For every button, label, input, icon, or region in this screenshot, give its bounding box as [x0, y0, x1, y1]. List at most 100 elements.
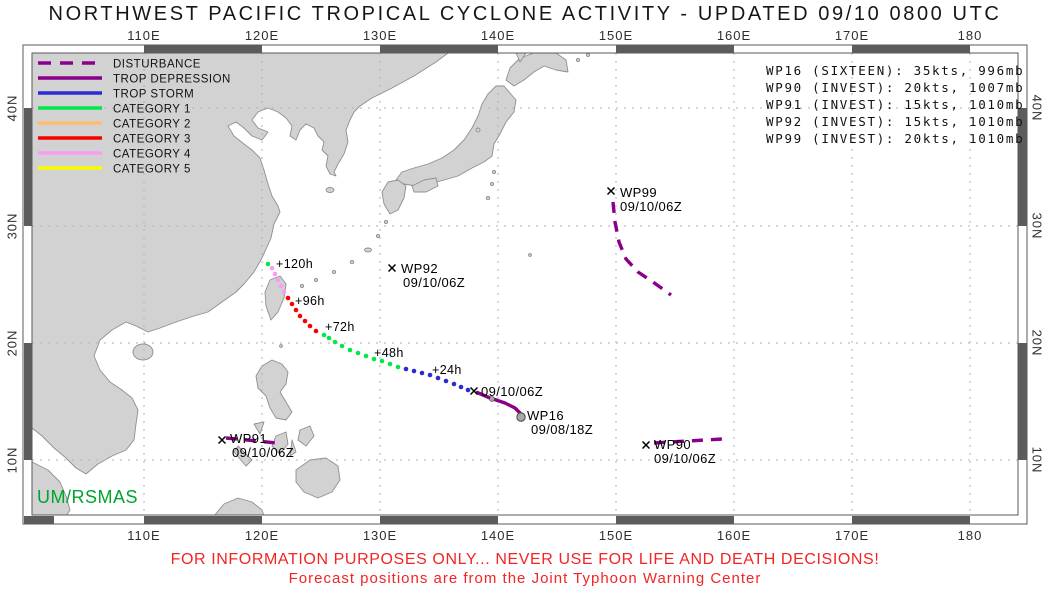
- legend-label: CATEGORY 4: [113, 149, 191, 161]
- position-marker-x: [606, 186, 616, 196]
- forecast-dot-cat4: [275, 277, 281, 283]
- forecast-dot-cat1: [371, 356, 377, 362]
- x-axis-label: 160E: [716, 528, 752, 543]
- forecast-dot-cat1: [355, 350, 361, 356]
- x-axis-label: 140E: [480, 28, 516, 43]
- frame-segment: [616, 516, 734, 524]
- y-axis-label: 10N: [1029, 446, 1045, 474]
- storm-label-wp16: 09/10/06Z: [481, 384, 543, 399]
- forecast-time-label: +120h: [276, 257, 313, 271]
- forecast-dot-trop_storm: [451, 381, 457, 387]
- legend-label: DISTURBANCE: [113, 59, 201, 71]
- frame-segment: [24, 343, 32, 460]
- forecast-dot-cat1: [363, 353, 369, 359]
- storm-label-wp90: WP90: [654, 437, 691, 452]
- x-axis-label: 130E: [362, 528, 398, 543]
- land-luzon: [255, 359, 293, 421]
- legend-label: CATEGORY 5: [113, 164, 191, 176]
- forecast-dot-cat1: [395, 364, 401, 370]
- forecast-dot-cat3: [289, 301, 295, 307]
- forecast-dot-trop_storm: [435, 375, 441, 381]
- land-izu-island: [489, 181, 495, 187]
- land-izu-island: [485, 195, 491, 201]
- track-wp99: [611, 201, 672, 297]
- watermark: UM/RSMAS: [37, 487, 139, 507]
- y-axis-label: 40N: [4, 94, 20, 122]
- land-palawan: [233, 445, 253, 467]
- land-ryukyu-island: [375, 233, 381, 239]
- track-point-dot: [489, 396, 495, 402]
- legend-label: TROP STORM: [113, 89, 194, 101]
- x-axis-label: 150E: [598, 28, 634, 43]
- forecast-time-label: +48h: [374, 346, 404, 360]
- legend-label: CATEGORY 2: [113, 119, 191, 131]
- forecast-dot-cat4: [278, 283, 284, 289]
- frame-segment: [24, 108, 32, 226]
- genesis-circle: [516, 412, 526, 422]
- storm-label-wp91: WP91: [230, 431, 267, 446]
- x-axis-label: 170E: [834, 28, 870, 43]
- legend-label: CATEGORY 1: [113, 104, 191, 116]
- storm-label-wp92: WP92: [401, 261, 438, 276]
- source-line: Forecast positions are from the Joint Ty…: [288, 570, 762, 587]
- disclaimer-line: FOR INFORMATION PURPOSES ONLY... NEVER U…: [170, 551, 880, 568]
- x-axis-label: 180: [957, 28, 983, 43]
- frame-segment: [144, 45, 262, 53]
- land-izu-island: [491, 169, 497, 175]
- land-indochina-south: [32, 461, 71, 515]
- position-marker-x: [641, 440, 651, 450]
- x-axis-label: 170E: [834, 528, 870, 543]
- frame-segment: [1018, 108, 1027, 226]
- x-axis-label: 180: [957, 528, 983, 543]
- forecast-dot-cat1: [339, 343, 345, 349]
- forecast-dot-cat3: [302, 318, 308, 324]
- page-title: NORTHWEST PACIFIC TROPICAL CYCLONE ACTIV…: [48, 3, 1002, 25]
- y-axis-label: 30N: [4, 212, 20, 240]
- forecast-time-label: +24h: [432, 363, 462, 377]
- x-axis-label: 110E: [127, 528, 161, 543]
- frame-segment: [144, 516, 262, 524]
- storm-info-line: WP92 (INVEST): 15kts, 1010mb: [766, 114, 1025, 129]
- storm-intensity-list: WP16 (SIXTEEN): 35kts, 996mb WP90 (INVEST…: [766, 62, 1024, 147]
- forecast-dot-cat4: [281, 289, 287, 295]
- forecast-dot-cat1: [265, 261, 271, 267]
- forecast-dot-trop_storm: [403, 366, 409, 372]
- land-sado: [475, 127, 481, 133]
- forecast-dot-cat1: [387, 361, 393, 367]
- land-jeju: [325, 187, 335, 193]
- forecast-dot-cat3: [307, 323, 313, 329]
- legend-label: TROP DEPRESSION: [113, 74, 231, 86]
- forecast-dot-trop_storm: [419, 370, 425, 376]
- forecast-dot-trop_storm: [411, 368, 417, 374]
- x-axis-label: 150E: [598, 528, 634, 543]
- land-kuril-island: [575, 57, 581, 63]
- y-axis-label: 30N: [1029, 212, 1045, 240]
- land-kuril-island: [585, 53, 591, 58]
- legend: DISTURBANCE TROP DEPRESSION TROP STORM CATE…: [38, 59, 231, 176]
- frame-segment: [1018, 343, 1027, 460]
- frame-segment: [24, 516, 54, 524]
- track-wp91: [225, 436, 278, 445]
- storm-label-wp99: WP99: [620, 185, 657, 200]
- land-mindoro: [253, 421, 265, 435]
- storm-label-wp16: 09/08/18Z: [531, 422, 593, 437]
- y-axis-label: 20N: [4, 329, 20, 357]
- storm-label-wp90: 09/10/06Z: [654, 451, 716, 466]
- x-axis-label: 160E: [716, 28, 752, 43]
- x-axis-label: 110E: [127, 28, 161, 43]
- position-marker-x: [387, 263, 397, 273]
- forecast-dot-cat1: [321, 332, 327, 338]
- x-axis-label: 120E: [244, 28, 280, 43]
- land-panay: [271, 431, 289, 455]
- land-kyushu: [381, 179, 407, 215]
- forecast-dot-trop_storm: [427, 372, 433, 378]
- land-batanes-island: [279, 344, 283, 348]
- frame-segment: [380, 45, 498, 53]
- forecast-dot-cat3: [297, 313, 303, 319]
- frame-segment: [852, 45, 970, 53]
- x-axis-label: 130E: [362, 28, 398, 43]
- land-ryukyu-island: [349, 259, 355, 265]
- map-labels: WP9909/10/06ZWP9209/10/06ZWP9109/10/06ZW…: [230, 185, 716, 466]
